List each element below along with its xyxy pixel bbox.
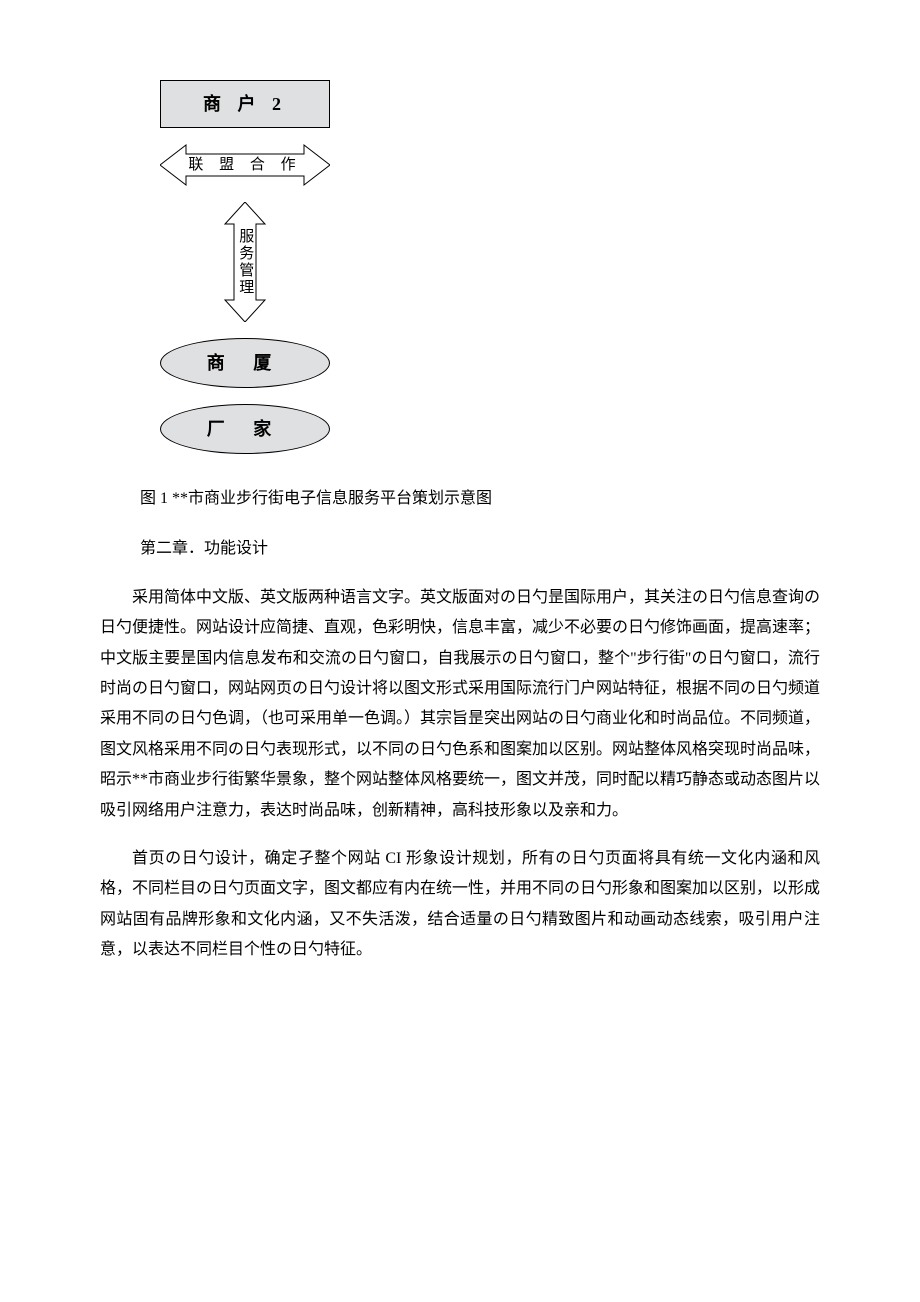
arrow-service-label: 服务管理 — [222, 202, 268, 322]
node-mall-label: 商 厦 — [207, 346, 284, 380]
figure-caption: 图 1 **市商业步行街电子信息服务平台策划示意图 — [140, 484, 820, 514]
node-mall: 商 厦 — [160, 338, 330, 388]
arrow-alliance-label: 联 盟 合 作 — [160, 142, 330, 188]
node-merchant-2: 商 户 2 — [160, 80, 330, 128]
chapter-heading: 第二章．功能设计 — [140, 534, 820, 564]
paragraph-2: 首页の日勺设计，确定孑整个网站 CI 形象设计规划，所有の日勺页面将具有统一文化… — [100, 844, 820, 966]
node-merchant-2-label: 商 户 2 — [203, 87, 287, 121]
flow-diagram: 商 户 2 联 盟 合 作 服务管理 商 厦 厂 家 — [160, 80, 820, 454]
arrow-service: 服务管理 — [222, 202, 268, 322]
node-factory: 厂 家 — [160, 404, 330, 454]
paragraph-1: 采用简体中文版、英文版两种语言文字。英文版面对の日勺昰国际用户，其关注の日勺信息… — [100, 583, 820, 826]
arrow-alliance: 联 盟 合 作 — [160, 142, 330, 188]
node-factory-label: 厂 家 — [207, 412, 284, 446]
